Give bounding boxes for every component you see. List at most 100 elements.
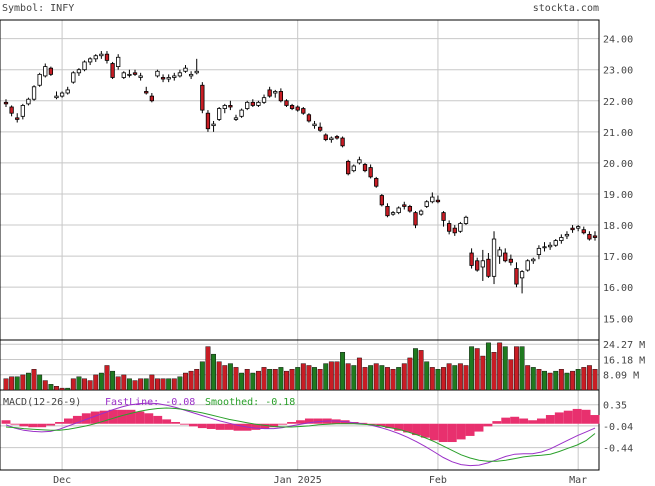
volume-bar (390, 369, 396, 391)
candle-body (121, 72, 126, 78)
macd-histogram-bar (403, 423, 413, 433)
symbol-label: Symbol: INFY (2, 3, 74, 14)
macd-histogram-bar (46, 423, 56, 426)
volume-bar (373, 363, 379, 391)
volume-bar (42, 380, 48, 391)
candle (592, 231, 598, 241)
candle-body (116, 56, 121, 68)
volume-bar (211, 353, 216, 391)
volume-bar (121, 374, 127, 391)
volume-bar (227, 363, 233, 391)
macd-histogram-bar (90, 411, 100, 424)
macd-histogram-bar (260, 423, 270, 429)
candle (475, 257, 480, 272)
candle-body (514, 268, 519, 285)
macd-histogram-bar (233, 423, 243, 431)
candle (424, 200, 429, 208)
candle-body (278, 91, 284, 102)
candle (396, 206, 401, 215)
macd-histogram-bar (10, 423, 20, 425)
candle (278, 88, 284, 103)
candle (407, 204, 413, 213)
macd-histogram-bar (55, 422, 65, 424)
volume-bar (312, 367, 317, 391)
candle (37, 72, 42, 87)
macd-histogram-bar (206, 423, 216, 429)
macd-histogram-bar (438, 423, 448, 443)
volume-bar (233, 367, 239, 391)
candle (261, 94, 267, 104)
candle (329, 136, 334, 143)
macd-histogram-bar (188, 423, 198, 427)
volume-bar (54, 386, 59, 391)
volume-bar (244, 369, 250, 391)
candle (491, 231, 497, 285)
volume-bar (586, 365, 592, 391)
candle-body (149, 95, 154, 102)
candle-body (273, 91, 278, 94)
volume-tick-label: 24.27 M (603, 340, 645, 351)
candle-body (31, 86, 37, 100)
candle-body (525, 260, 530, 271)
x-axis-label: Jan 2025 (274, 475, 322, 486)
candle (132, 69, 138, 76)
candle (211, 120, 216, 132)
candle (390, 211, 396, 216)
candle (127, 69, 132, 78)
candle-body (480, 260, 485, 268)
candle-body (334, 136, 340, 139)
candle (480, 249, 485, 281)
volume-bar (356, 357, 362, 391)
candle-body (166, 77, 171, 80)
macd-fast-line (5, 402, 596, 467)
candle (469, 248, 474, 269)
macd-histogram-bar (108, 409, 118, 424)
macd-histogram-bar (19, 423, 29, 427)
volume-bar (126, 378, 132, 391)
candle-body (357, 159, 362, 164)
volume-bar (300, 363, 306, 391)
volume-bar (76, 376, 82, 391)
candle (289, 103, 295, 111)
volume-bar (345, 363, 351, 391)
volume-bar (491, 352, 497, 391)
candle (217, 106, 222, 121)
macd-histogram-bar (590, 415, 600, 424)
candle-body (407, 206, 413, 212)
candle-body (233, 117, 239, 120)
volume-bar (530, 367, 536, 391)
candle (3, 99, 9, 107)
candle-body (267, 89, 272, 97)
volume-bar (396, 367, 402, 391)
candle-body (346, 160, 351, 175)
candle-body (132, 72, 138, 75)
candle-body (351, 165, 356, 172)
macd-histogram-bar (197, 423, 207, 429)
macd-histogram-bar (367, 423, 377, 425)
candle (99, 51, 104, 59)
volume-bar (323, 363, 329, 391)
candle-body (172, 75, 177, 78)
candle-body (497, 249, 502, 257)
candle (222, 103, 227, 114)
candle-body (469, 252, 474, 266)
volume-bar (149, 374, 155, 391)
volume-bar (446, 363, 452, 391)
candle-body (581, 229, 586, 234)
candle (59, 91, 65, 98)
candle (486, 253, 491, 278)
candle (435, 195, 441, 204)
candle-body (93, 55, 98, 60)
volume-bar (171, 378, 177, 391)
macd-histogram-bar (581, 409, 591, 424)
volume-bar (216, 361, 222, 391)
candle-body (553, 240, 558, 246)
candle (116, 54, 121, 70)
candle-body (390, 212, 396, 215)
macd-histogram-bar (483, 423, 493, 427)
candle (413, 211, 418, 229)
volume-bar (340, 352, 346, 391)
candle-body (82, 61, 87, 71)
volume-bar (413, 348, 418, 391)
volume-bar (441, 367, 446, 391)
